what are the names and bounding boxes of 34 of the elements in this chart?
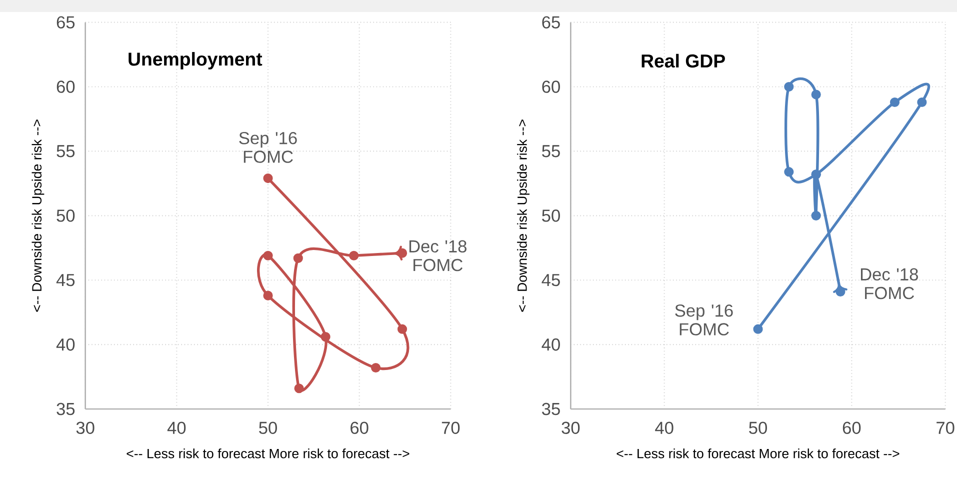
x-axis-title: <-- Less risk to forecast More risk to forecast --> bbox=[126, 448, 410, 458]
text: Unemployment bbox=[128, 52, 262, 70]
y-tick-label: 55 bbox=[542, 145, 560, 158]
annotation: Sep '16 FOMC bbox=[239, 132, 297, 163]
x-tick-label: 60 bbox=[842, 422, 861, 434]
x-tick-label: 50 bbox=[259, 422, 277, 434]
y-tick-label: 45 bbox=[56, 274, 75, 286]
x-axis-title: <-- Less risk to forecast More risk to forecast --> bbox=[616, 448, 900, 458]
x-tick-label: 60 bbox=[350, 422, 368, 434]
x-tick-label: 30 bbox=[76, 422, 94, 434]
y-tick-label: 55 bbox=[56, 145, 75, 158]
y-tick-label: 50 bbox=[56, 210, 75, 222]
x-tick-label: 70 bbox=[442, 422, 460, 434]
x-tick-label: 50 bbox=[749, 422, 767, 434]
y-tick-label: 60 bbox=[56, 80, 75, 93]
y-tick-label: 35 bbox=[542, 402, 560, 416]
y-tick-label: 50 bbox=[542, 210, 560, 222]
y-axis-title: <-- Downside risk Upside risk --> bbox=[517, 120, 530, 312]
text: Real GDP bbox=[642, 54, 725, 68]
x-tick-label: 70 bbox=[936, 422, 954, 434]
y-tick-label: 45 bbox=[542, 274, 560, 286]
annotation: Sep '16 FOMC bbox=[675, 304, 733, 336]
y-tick-label: 60 bbox=[542, 80, 560, 93]
annotation: Dec '18 FOMC bbox=[409, 240, 466, 272]
y-tick-label: 40 bbox=[542, 338, 560, 351]
annotation: Dec '18 FOMC bbox=[860, 268, 918, 300]
x-tick-label: 30 bbox=[562, 422, 580, 434]
y-axis-title: <-- Downside risk Upside risk --> bbox=[32, 120, 44, 312]
y-tick-label: 35 bbox=[56, 402, 75, 416]
y-tick-label: 65 bbox=[56, 16, 75, 28]
x-tick-label: 40 bbox=[167, 422, 186, 434]
y-tick-label: 40 bbox=[56, 338, 75, 351]
y-tick-label: 65 bbox=[542, 16, 560, 28]
x-tick-label: 40 bbox=[655, 422, 674, 434]
